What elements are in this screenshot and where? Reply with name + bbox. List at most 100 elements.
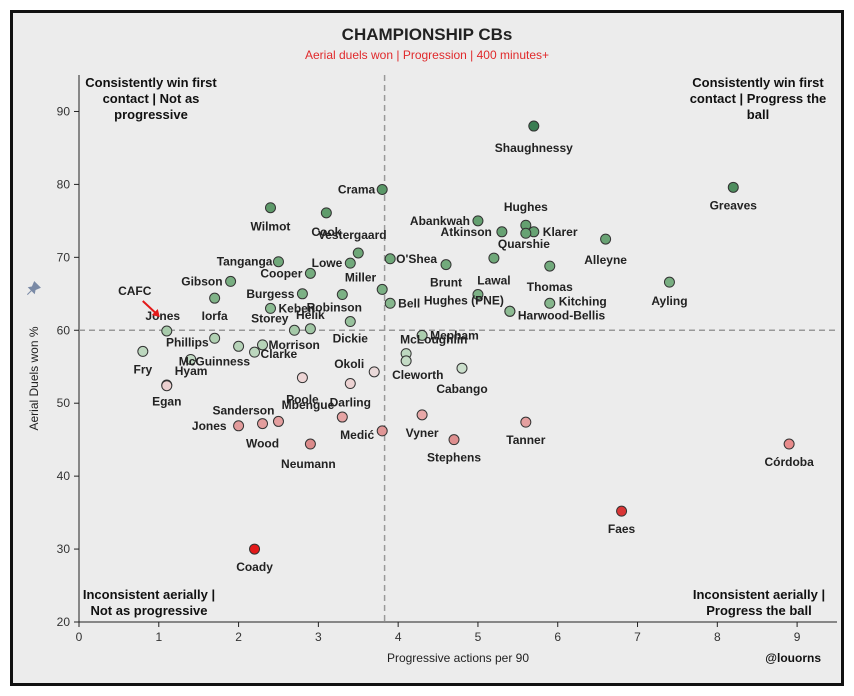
quadrant-label-bottom-right: Progress the ball [706, 603, 811, 618]
point-label: Coady [236, 560, 273, 574]
point-label: Faes [608, 522, 636, 536]
point-label: Miller [345, 270, 377, 284]
point-label: Wilmot [251, 220, 291, 234]
data-point [344, 316, 356, 328]
data-point [233, 340, 245, 352]
data-points [137, 120, 795, 555]
data-point [376, 425, 388, 437]
y-tick-label: 90 [57, 104, 71, 118]
point-label: Dickie [333, 332, 369, 346]
pin-icon [26, 281, 41, 296]
quadrant-label-top-left: progressive [114, 107, 188, 122]
data-point [368, 366, 380, 378]
point-label: Morrison [269, 338, 320, 352]
point-label: Storey [251, 311, 289, 325]
data-point [528, 120, 540, 132]
point-label: Poole [286, 393, 319, 407]
x-tick-label: 6 [554, 630, 561, 644]
point-label: Kitching [559, 294, 607, 308]
x-axis-title: Progressive actions per 90 [387, 651, 529, 665]
data-point [504, 305, 516, 317]
point-label: Medić [340, 428, 374, 442]
data-point [472, 215, 484, 227]
quadrant-label-bottom-left: Inconsistent aerially | [83, 587, 215, 602]
quadrant-label-bottom-left: Not as progressive [90, 603, 207, 618]
data-point [400, 355, 412, 367]
point-label: Vestergaard [318, 228, 387, 242]
data-point [249, 346, 261, 358]
scatter-chart: 0 1 2 3 4 5 6 7 8 9 20 30 40 50 60 70 80 90 Progressive ac… [26, 75, 837, 665]
point-label: Jones [192, 419, 227, 433]
point-label: Alleyne [584, 253, 627, 267]
data-point [376, 283, 388, 295]
x-tick-label: 8 [714, 630, 721, 644]
y-tick-label: 60 [57, 323, 71, 337]
data-point [663, 276, 675, 288]
point-label: Hughes [504, 200, 548, 214]
data-point [488, 252, 500, 264]
quadrant-label-top-right: contact | Progress the [690, 91, 827, 106]
y-tick-label: 50 [57, 396, 71, 410]
quadrant-label-top-left: contact | Not as [103, 91, 200, 106]
point-label: Sanderson [212, 403, 274, 417]
data-point [520, 416, 532, 428]
data-point [600, 233, 612, 245]
data-point [783, 438, 795, 450]
point-label: Mbengue [282, 398, 335, 412]
data-point [272, 256, 284, 268]
data-point [616, 505, 628, 517]
data-point [296, 288, 308, 300]
data-point [384, 297, 396, 309]
point-label: Cooper [260, 266, 302, 280]
data-point [320, 207, 332, 219]
point-label: McGuinness [179, 354, 251, 368]
highlight-arrowhead [151, 308, 160, 317]
y-tick-label: 40 [57, 469, 71, 483]
annotations: CAFC [118, 284, 160, 317]
point-label: Egan [152, 395, 181, 409]
chart-title: CHAMPIONSHIP CBs [341, 25, 513, 44]
point-label: Brunt [430, 276, 462, 290]
data-point [472, 289, 484, 301]
point-label: Vyner [406, 426, 439, 440]
point-label: Keben [278, 301, 315, 315]
data-point [304, 323, 316, 335]
data-point [440, 259, 452, 271]
point-label: Tanner [506, 433, 545, 447]
data-point [416, 329, 428, 341]
data-point [225, 275, 237, 287]
point-label: Ayling [651, 294, 687, 308]
data-point [416, 409, 428, 421]
y-tick-label: 80 [57, 177, 71, 191]
point-label: Thomas [527, 280, 573, 294]
x-tick-label: 2 [235, 630, 242, 644]
data-point [456, 362, 468, 374]
axes: 0 1 2 3 4 5 6 7 8 9 20 30 40 50 60 70 80 90 Progressive ac… [26, 75, 837, 665]
data-point [288, 324, 300, 336]
point-label: Iorfa [202, 309, 228, 323]
point-label: Okoli [334, 357, 364, 371]
point-label: Wood [246, 437, 279, 451]
point-label: Abankwah [410, 214, 470, 228]
data-point [352, 247, 364, 259]
data-point [161, 380, 173, 392]
data-point [209, 332, 221, 344]
point-label: Cleworth [392, 368, 443, 382]
data-point [257, 418, 269, 430]
point-label: Greaves [710, 198, 758, 212]
point-label: Shaughnessy [495, 141, 573, 155]
highlight-label: CAFC [118, 284, 152, 298]
data-point [344, 378, 356, 390]
quadrant-label-top-right: Consistently win first [692, 75, 824, 90]
data-point [344, 257, 356, 269]
data-point [336, 289, 348, 301]
point-label: Burgess [246, 287, 294, 301]
data-point [296, 372, 308, 384]
point-label: Hyam [175, 364, 208, 378]
quadrant-label-top-left: Consistently win first [85, 75, 217, 90]
point-label: Crama [338, 183, 376, 197]
x-tick-label: 4 [395, 630, 402, 644]
point-label: O'Shea [396, 252, 437, 266]
data-point [161, 325, 173, 337]
data-point [544, 297, 556, 309]
